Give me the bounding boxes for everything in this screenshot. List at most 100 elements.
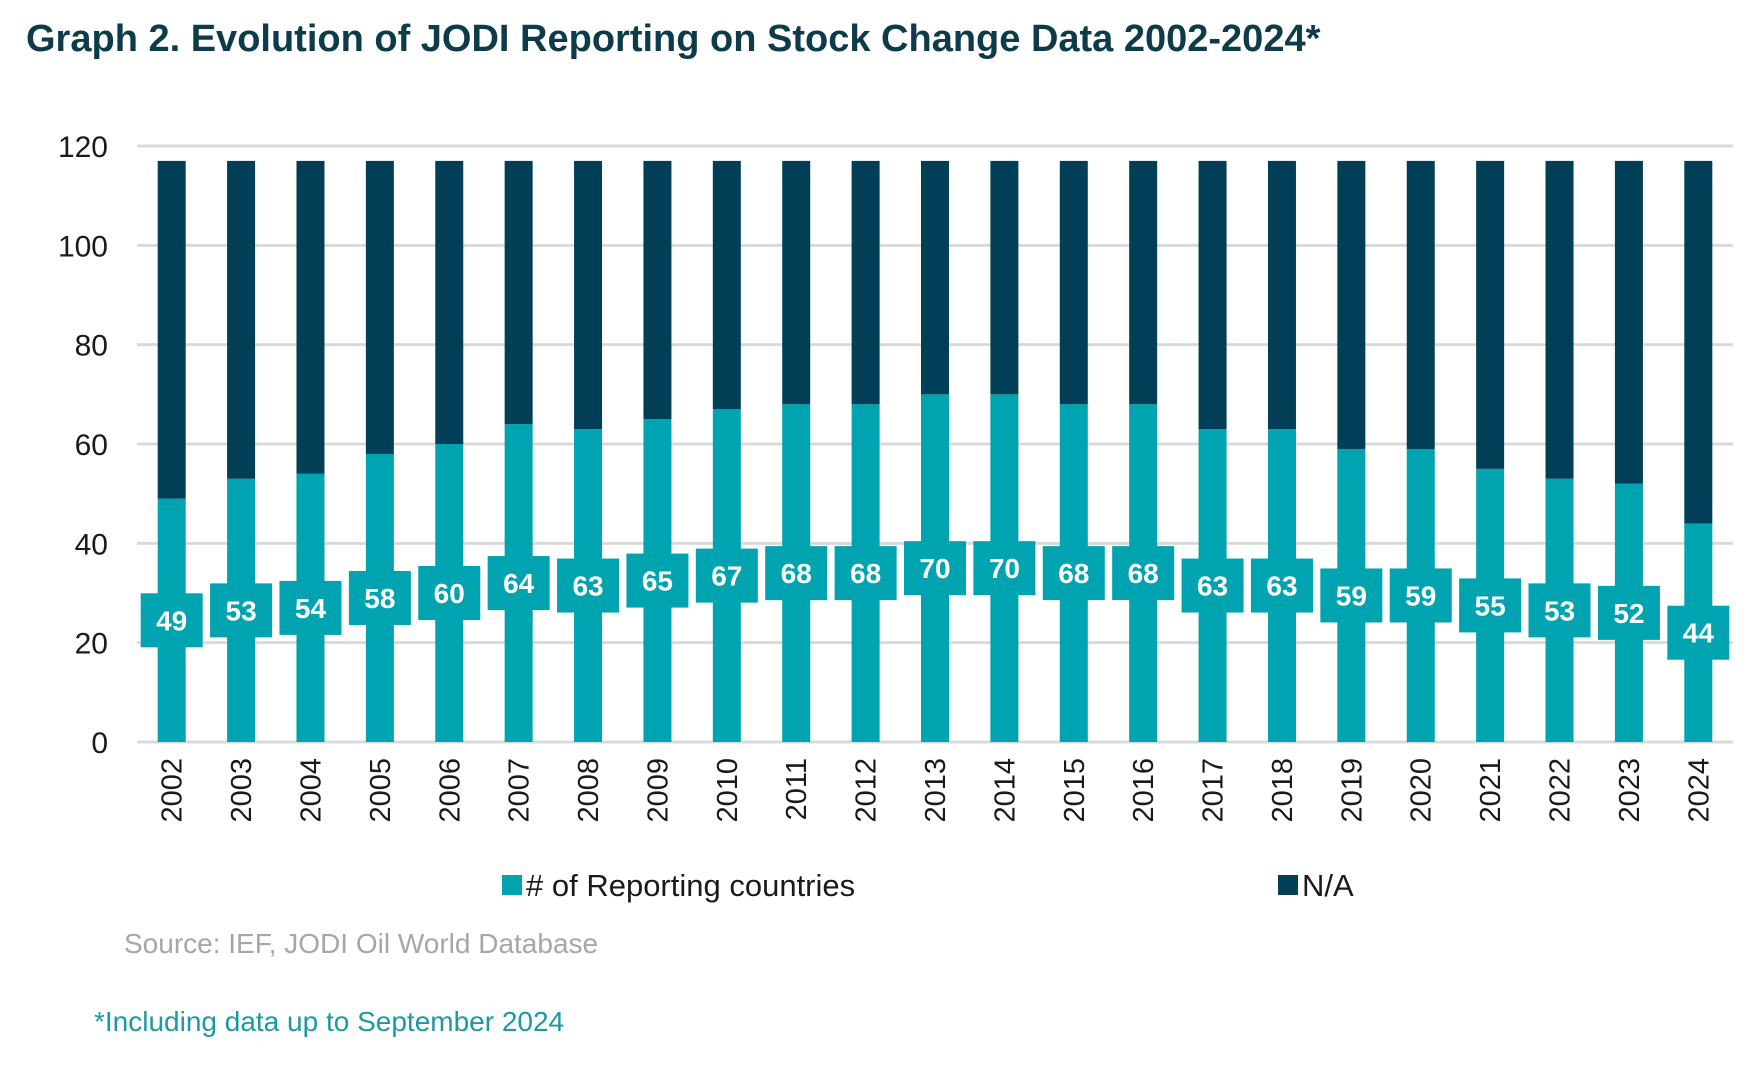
data-labels: 49 53 54 58 60 64 63 65 67 68 68 70 70 68 68 63 63 59 59 55…	[140, 541, 1730, 660]
x-tick-label: 2005	[365, 758, 397, 823]
data-label: 44	[1683, 618, 1715, 649]
x-tick-label: 2023	[1614, 758, 1646, 823]
data-label-box	[1667, 605, 1730, 660]
x-tick-label: 2004	[295, 758, 327, 823]
x-tick-label: 2006	[434, 758, 466, 823]
bar-na	[227, 160, 256, 479]
bar-na	[643, 160, 672, 420]
bar-na	[921, 160, 949, 395]
data-label-box	[973, 541, 1036, 596]
legend-label: # of Reporting countries	[526, 868, 855, 903]
bar-na	[782, 160, 811, 405]
x-tick-label: 2018	[1267, 758, 1299, 823]
data-label-box	[1112, 546, 1175, 601]
legend-swatch	[1278, 875, 1298, 895]
x-tick-label: 2016	[1128, 758, 1160, 823]
data-label: 67	[711, 561, 742, 592]
data-label-box	[834, 546, 897, 601]
data-label: 65	[642, 566, 673, 597]
x-tick-label: 2017	[1198, 758, 1230, 823]
data-label-box	[1528, 583, 1591, 638]
legend-label: N/A	[1302, 868, 1354, 903]
y-tick-label: 100	[58, 230, 108, 263]
y-axis-ticks: 0 20 40 60 80 100 120	[58, 131, 108, 760]
data-label: 63	[572, 571, 603, 602]
data-label-box	[765, 546, 828, 601]
data-label-box	[210, 583, 273, 638]
bar-na	[1476, 160, 1505, 469]
data-label-box	[487, 556, 550, 611]
x-tick-label: 2003	[226, 758, 258, 823]
data-label: 68	[1128, 558, 1159, 589]
legend: # of Reporting countries N/A	[502, 868, 1354, 903]
footnote: *Including data up to September 2024	[94, 1006, 565, 1037]
y-tick-label: 60	[75, 429, 108, 462]
bar-na	[1267, 160, 1296, 430]
data-label: 63	[1266, 571, 1297, 602]
data-label-box	[1250, 558, 1313, 613]
bars	[157, 160, 1713, 742]
bar-na	[296, 160, 325, 474]
data-label-box	[1389, 568, 1452, 623]
bar-na	[435, 160, 464, 444]
data-label: 49	[156, 605, 187, 636]
source-note: Source: IEF, JODI Oil World Database	[124, 928, 599, 959]
data-label: 52	[1613, 598, 1644, 629]
bar-na	[1545, 160, 1574, 479]
y-tick-label: 120	[58, 131, 108, 164]
x-tick-label: 2022	[1545, 758, 1577, 823]
x-tick-label: 2012	[851, 758, 883, 823]
bar-na	[157, 160, 186, 499]
y-tick-label: 20	[75, 628, 108, 661]
data-label: 54	[295, 593, 327, 624]
data-label: 64	[503, 568, 535, 599]
data-label-box	[1459, 578, 1522, 633]
x-tick-label: 2015	[1059, 758, 1091, 823]
data-label-box	[1181, 558, 1244, 613]
data-label: 55	[1475, 590, 1506, 621]
data-label: 58	[364, 583, 395, 614]
y-tick-label: 0	[91, 727, 108, 760]
data-label-box	[1597, 585, 1660, 640]
bar-na	[851, 160, 880, 405]
bar-na	[1406, 160, 1435, 449]
stacked-bar-chart: 0 20 40 60 80 100 120 49 53 54 58 60 64 63 65 67 68 68 70…	[58, 131, 1733, 903]
data-label-box	[348, 570, 411, 625]
bar-na	[1059, 160, 1088, 405]
bar-na	[1614, 160, 1643, 484]
bar-na	[1337, 160, 1366, 449]
y-tick-label: 40	[75, 528, 108, 561]
x-axis-ticks: 2002 2003 2004 2005 2006 2007 2008 2009 2010 2011…	[157, 758, 1716, 823]
data-label-box	[418, 566, 481, 620]
chart-title: Graph 2. Evolution of JODI Reporting on …	[26, 18, 1321, 60]
data-label-box	[279, 580, 342, 635]
x-tick-label: 2010	[712, 758, 744, 823]
x-tick-label: 2002	[157, 758, 189, 823]
y-tick-label: 80	[75, 330, 108, 363]
bar-na	[365, 160, 394, 454]
data-label-box	[1042, 546, 1105, 601]
x-tick-label: 2021	[1475, 758, 1507, 823]
data-label: 68	[850, 558, 881, 589]
x-tick-label: 2014	[989, 758, 1021, 823]
data-label-box	[695, 548, 758, 603]
data-label: 59	[1405, 580, 1436, 611]
data-label: 70	[919, 553, 950, 584]
x-tick-label: 2019	[1336, 758, 1368, 823]
data-label: 59	[1336, 580, 1367, 611]
data-label: 68	[781, 558, 812, 589]
x-tick-label: 2020	[1406, 758, 1438, 823]
data-label: 60	[434, 578, 465, 609]
bar-na	[1198, 160, 1227, 430]
data-label-box	[626, 553, 689, 608]
legend-swatch	[502, 875, 522, 895]
data-label: 63	[1197, 571, 1228, 602]
data-label: 53	[226, 595, 257, 626]
bar-na	[504, 160, 533, 425]
data-label: 53	[1544, 595, 1575, 626]
x-tick-label: 2009	[642, 758, 674, 823]
data-label-box	[904, 541, 966, 596]
x-tick-label: 2007	[504, 758, 536, 823]
bar-na	[990, 160, 1019, 395]
data-label: 68	[1058, 558, 1089, 589]
